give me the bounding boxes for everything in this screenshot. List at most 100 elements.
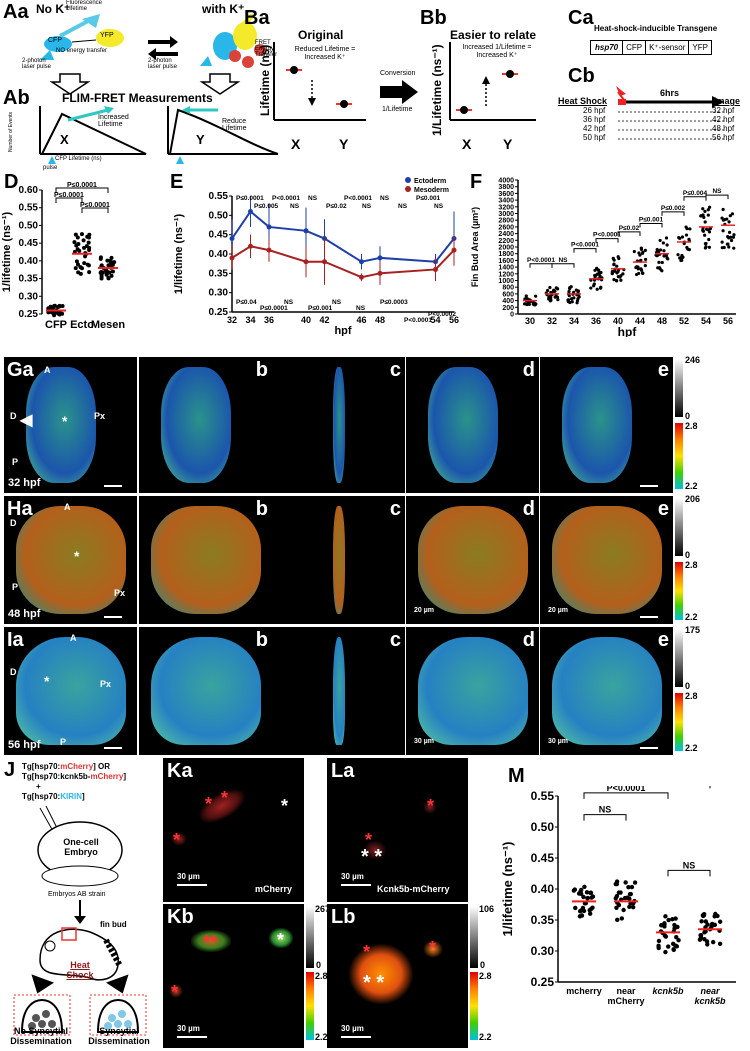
cb-cb-lo-i: 2.2 [685,743,698,753]
d-point [51,305,56,310]
orient-mark-g-3: Px [94,411,106,421]
f-point [610,270,614,274]
micro-i-4: e 30 µm [540,627,673,755]
e-stat-top: NS [434,203,444,210]
f-point [728,214,732,218]
f-point [548,299,552,303]
x-label-hist: X [60,132,69,147]
f-point [684,233,689,237]
d-point [55,304,60,309]
e-stat-top: P≤0.001 [416,195,441,202]
e-point [359,259,364,265]
f-point [640,271,645,275]
f-point [720,240,724,244]
f-ytick-label: 3800 [498,184,514,191]
intensity-scale-h [675,498,683,556]
chart-f: 0200400600800100012001400160018002000220… [470,178,736,337]
d-point [98,255,103,260]
f-point [534,294,538,298]
e-stat-bottom: NS [284,299,294,306]
m-ytick-label: 0.45 [531,851,555,865]
kb-cb-zero: 0 [316,960,322,970]
start-1: 36 hpf [583,115,606,124]
f-point [555,295,560,299]
lifetime-scale-h [675,562,683,620]
d-stat-bracket [55,187,109,193]
f-point [655,248,659,252]
f-point [617,256,621,261]
m-point [671,947,676,952]
f-point [598,274,602,278]
f-point [701,229,706,233]
m-xtick-label: near [616,986,636,996]
m-point [573,905,578,911]
f-ytick-label: 1600 [498,258,514,265]
m-point [632,880,638,885]
orient-mark-h-4: * [74,548,80,564]
stage-label-h: 48 hpf [8,608,41,620]
f-stat-text: P≤0.02 [619,225,640,232]
d-point [76,270,81,275]
m-point [587,911,593,916]
end-0: 32 hpf [712,106,735,115]
e-xtick-label: 54 [430,315,440,325]
f-point [523,302,527,306]
cb-end-times: 32 hpf 42 hpf 48 hpf 56 hpf [712,106,734,142]
d-point [86,240,91,245]
e-ytick-label: 0.25 [209,307,229,318]
m-stat-bracket [667,869,711,877]
lb-image: Lb * * * * 30 µm [327,904,468,1048]
m-point [584,890,590,895]
ca-title: Heat-shock-inducible Transgene [594,24,718,33]
m-ytick-label: 0.55 [531,789,555,803]
f-point [660,269,664,273]
scale-bar-h-4 [640,616,658,618]
lb-scale-text: 30 µm [341,1024,364,1033]
micro-g-4: e [540,357,673,493]
ba-title: Original [298,28,344,42]
yfp-box: YFP [689,40,712,55]
f-point [554,286,558,290]
arrowhead-icon: ◀ [20,412,33,429]
scale-bar-g-0 [104,485,122,487]
f-point [730,212,735,216]
m-point [579,887,584,893]
kb-star-3: * [277,930,285,950]
m-point [676,938,681,943]
d-point [98,270,103,275]
d-point [87,245,92,250]
f-xtick-label: 34 [569,316,579,326]
ba-y: Y [339,136,349,152]
j-line1: Tg[hsp70: [22,762,61,771]
micro-h-3: d 20 µm [406,496,539,624]
m-ytick-label: 0.50 [531,820,555,834]
orient-mark-g-2: P [12,457,19,467]
d-point [60,311,65,316]
ba-plot [273,42,366,121]
f-stat-text: P≤0.001 [639,217,664,224]
d-point [105,258,110,263]
m-point [715,913,720,919]
lb-intensity-scale [470,906,478,968]
d-xtick-label: Ecto [70,319,94,331]
start-3: 50 hpf [583,133,606,142]
d-point [87,270,92,275]
f-point [597,271,601,275]
j-line1-end: ] OR [93,762,111,771]
d-point [99,276,104,281]
j-workflow-diagram [13,805,147,1036]
m-ytick-label: 0.25 [531,975,555,989]
cb-cb-top-g: 246 [685,355,701,365]
f-point [641,250,645,254]
m-point [712,922,718,928]
panel-label-Cb: Cb [568,65,595,87]
d-ytick-label: 0.35 [19,274,39,285]
m-point [629,884,635,890]
f-point [570,300,574,304]
panel-label-La: La [331,760,355,782]
la-image: La * * * * 30 µm Kcnk5b-mCherry [327,758,468,902]
f-point [566,298,570,302]
d-ytick-label: 0.25 [19,309,39,320]
e-xtick-label: 46 [356,315,366,325]
f-point [621,272,625,276]
